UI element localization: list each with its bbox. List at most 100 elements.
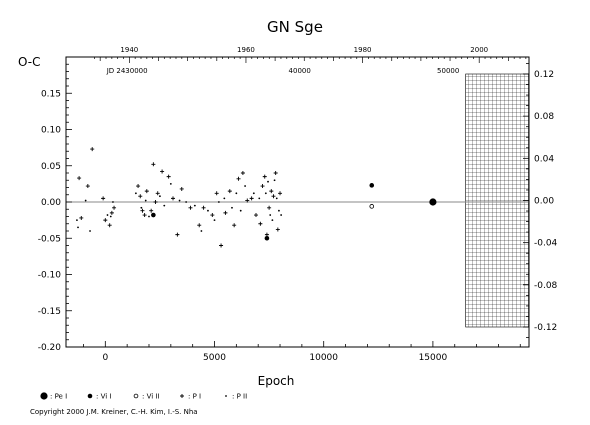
data-point xyxy=(112,205,117,210)
data-point xyxy=(223,197,226,200)
data-point xyxy=(269,214,272,216)
legend-symbol xyxy=(180,394,184,398)
legend-label: : P I xyxy=(188,393,201,401)
year-tick-label: 1980 xyxy=(354,46,372,54)
data-point xyxy=(138,194,143,199)
legend-symbol xyxy=(40,392,48,400)
y-right-tick-label: 0.12 xyxy=(534,70,554,80)
data-point xyxy=(197,223,202,228)
data-point xyxy=(271,194,276,199)
data-point xyxy=(219,243,224,248)
data-point xyxy=(258,197,261,200)
data-point xyxy=(140,208,145,213)
chart-title: GN Sge xyxy=(267,18,323,36)
data-point xyxy=(260,184,265,189)
y-right-tick-label: -0.04 xyxy=(534,239,558,249)
data-point xyxy=(175,232,180,237)
data-point xyxy=(103,218,108,223)
jd-tick-label: 50000 xyxy=(437,67,459,75)
data-point xyxy=(109,215,112,218)
data-point xyxy=(160,169,165,174)
data-point xyxy=(269,189,274,194)
data-point xyxy=(280,214,283,216)
data-point xyxy=(151,212,156,218)
data-point xyxy=(101,196,106,201)
data-point xyxy=(185,201,188,203)
y-right-tick-label: 0.04 xyxy=(534,154,554,164)
y-left-tick-label: 0.05 xyxy=(41,162,61,172)
legend: : Pe I: Vi I: Vi II: P I: P II xyxy=(40,392,247,401)
data-point xyxy=(223,210,228,215)
data-point xyxy=(240,171,245,175)
data-point xyxy=(278,209,280,212)
data-point xyxy=(217,201,220,203)
y-left-tick-label: 0.15 xyxy=(41,89,61,99)
data-point xyxy=(193,204,196,207)
data-point xyxy=(136,184,141,189)
y-left-tick-label: 0.10 xyxy=(41,126,61,136)
data-point xyxy=(429,198,437,206)
y-left-tick-label: 0.00 xyxy=(41,198,61,208)
data-point xyxy=(107,223,112,228)
data-point xyxy=(159,195,161,198)
data-point xyxy=(188,205,193,210)
data-point xyxy=(90,147,95,152)
copyright-text: Copyright 2000 J.M. Kreiner, C.-H. Kim, … xyxy=(30,408,198,416)
y-left-tick-label: -0.10 xyxy=(38,271,62,281)
legend-symbol xyxy=(87,393,93,399)
legend-label: : Vi II xyxy=(142,393,160,401)
data-point xyxy=(239,209,242,212)
data-point xyxy=(271,219,274,222)
data-point xyxy=(153,200,158,204)
data-point xyxy=(369,183,375,188)
data-point xyxy=(163,204,166,207)
data-point xyxy=(227,189,232,194)
data-point xyxy=(232,223,237,228)
data-point xyxy=(89,230,91,232)
data-point xyxy=(264,192,267,195)
x-axis-title: Epoch xyxy=(258,374,295,388)
data-point xyxy=(278,191,283,196)
x-tick-label: 5000 xyxy=(203,353,226,363)
data-point xyxy=(267,180,269,183)
data-point xyxy=(267,205,272,210)
data-point xyxy=(109,210,114,215)
data-point xyxy=(179,186,184,191)
data-point xyxy=(171,196,176,201)
x-tick-label: 0 xyxy=(102,353,108,363)
y-left-tick-label: -0.05 xyxy=(38,234,61,244)
data-point xyxy=(148,215,150,218)
data-point xyxy=(273,179,276,182)
data-point xyxy=(77,176,82,181)
legend-symbol xyxy=(225,395,227,397)
data-points xyxy=(76,147,437,248)
data-point xyxy=(244,185,246,187)
axis-tick-labels: 0 5000 10000 15000 0.15 0.10 0.05 0.00 -0.05 -0.1… xyxy=(38,46,558,363)
data-point xyxy=(245,198,250,203)
legend-label: : Pe I xyxy=(50,393,67,401)
data-point xyxy=(275,197,278,200)
hatched-region-rect xyxy=(465,73,530,328)
data-point xyxy=(77,226,79,229)
y-axis-title: O-C xyxy=(18,55,41,69)
data-point xyxy=(76,219,78,222)
legend-label: : Vi I xyxy=(96,393,111,401)
data-point xyxy=(200,230,203,232)
data-point xyxy=(155,191,160,196)
data-point xyxy=(213,219,216,222)
data-point xyxy=(142,213,147,218)
y-right-tick-label: -0.08 xyxy=(534,281,558,291)
data-point xyxy=(262,174,267,179)
data-point xyxy=(275,227,280,232)
data-point xyxy=(369,204,375,209)
data-point xyxy=(151,162,156,167)
data-point xyxy=(235,192,238,195)
data-point xyxy=(106,214,109,216)
year-tick-label: 1940 xyxy=(120,46,138,54)
data-point xyxy=(273,171,278,175)
y-left-tick-label: -0.20 xyxy=(38,343,62,353)
data-point xyxy=(236,176,241,181)
hatched-region xyxy=(465,73,530,328)
data-point xyxy=(254,213,259,218)
